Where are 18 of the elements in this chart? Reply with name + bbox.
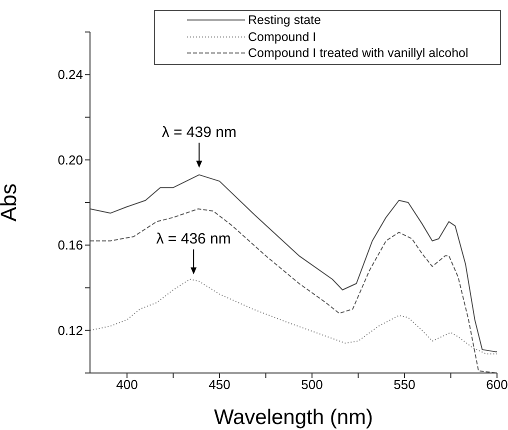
x-tick-label: 600 bbox=[486, 377, 508, 392]
y-tick-label: 0.24 bbox=[58, 67, 83, 82]
y-tick-label: 0.16 bbox=[58, 238, 83, 253]
legend-label: Compound I bbox=[248, 30, 316, 44]
y-axis-title: Abs bbox=[0, 184, 21, 222]
annotation: λ = 439 nm bbox=[162, 124, 236, 141]
y-tick-label: 0.20 bbox=[58, 152, 83, 168]
line-series bbox=[90, 278, 497, 354]
x-tick-label: 400 bbox=[116, 377, 138, 392]
x-axis-title: Wavelength (nm) bbox=[214, 406, 374, 429]
x-tick-label: 550 bbox=[394, 377, 416, 392]
x-tick-label: 500 bbox=[301, 377, 323, 392]
legend-label: Compound I treated with vanillyl alcohol bbox=[248, 46, 468, 60]
annotation: λ = 436 nm bbox=[156, 230, 231, 248]
legend-label: Resting state bbox=[248, 13, 321, 28]
y-tick-label: 0.12 bbox=[58, 322, 83, 338]
x-tick-label: 450 bbox=[208, 377, 230, 392]
line-series bbox=[90, 174, 497, 352]
